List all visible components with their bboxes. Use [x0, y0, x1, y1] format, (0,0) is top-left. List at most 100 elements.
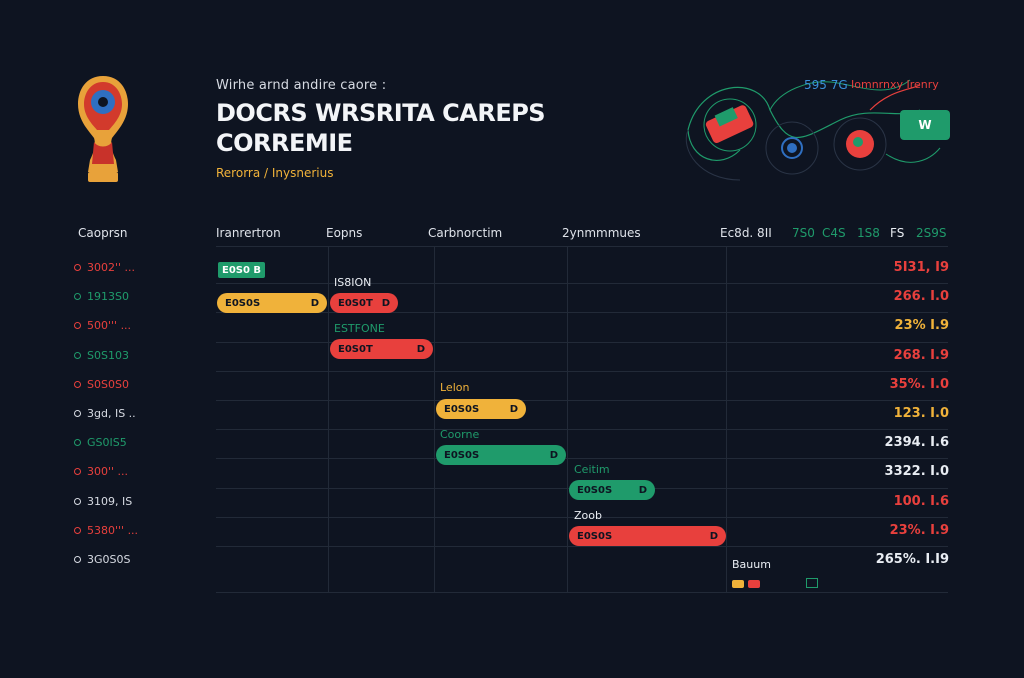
grid-line — [216, 371, 948, 372]
row-value: 3322. I.0 — [884, 464, 949, 479]
status-dot-icon — [74, 381, 81, 388]
gantt-label: Ceitim — [574, 463, 610, 476]
grid-line — [216, 546, 948, 547]
right-header-6: 2S9S — [916, 226, 947, 240]
status-dot-icon — [74, 293, 81, 300]
top-badge[interactable]: W — [900, 110, 950, 140]
row-value: 35%. I.0 — [889, 377, 949, 392]
row-label-text: 500''' ... — [87, 319, 132, 332]
right-header-3: C4S — [822, 226, 846, 240]
gantt-bar-end: D — [709, 530, 718, 542]
grid-line — [216, 246, 948, 247]
gantt-bar-label: E0S0T — [338, 343, 373, 355]
gantt-bar[interactable]: E0S0S D — [436, 399, 526, 419]
status-dot-icon — [74, 264, 81, 271]
status-dot-icon — [74, 322, 81, 329]
trophy-logo-icon — [78, 76, 128, 182]
legend-swatch — [732, 580, 744, 588]
row-label-text: 1913S0 — [87, 290, 129, 303]
page-title: DOCRS WRSRITA CAREPS CORREMIE — [216, 98, 546, 158]
row-label-text: 3109, IS — [87, 495, 133, 508]
row-label[interactable]: 3002'' ... — [74, 261, 135, 274]
gantt-bar-label: E0S0T — [338, 297, 373, 309]
row-value: 268. I.9 — [893, 348, 949, 363]
grid-line — [216, 592, 948, 593]
row-label-text: S0S0S0 — [87, 378, 129, 391]
row-label[interactable]: GS0IS5 — [74, 436, 127, 449]
row-label[interactable]: S0S0S0 — [74, 378, 129, 391]
status-dot-icon — [74, 468, 81, 475]
grid-column-divider — [328, 246, 329, 592]
network-decoration-icon — [685, 79, 941, 181]
right-header-4: 1S8 — [857, 226, 880, 240]
row-label-text: 3002'' ... — [87, 261, 136, 274]
top-warning: Iomnrnxy Irenry — [851, 78, 939, 91]
gantt-bar[interactable]: E0S0T D — [330, 293, 398, 313]
gantt-label: Zoob — [574, 509, 602, 522]
gantt-bar[interactable]: E0S0T D — [330, 339, 433, 359]
gantt-bar[interactable]: E0S0S D — [217, 293, 327, 313]
title-line-1: DOCRS WRSRITA CAREPS — [216, 99, 546, 127]
status-dot-icon — [74, 556, 81, 563]
gantt-label: Coorne — [440, 428, 480, 441]
gantt-bar-label: E0S0S — [577, 530, 613, 542]
row-value: 23% I.9 — [894, 318, 949, 333]
gantt-bar-end: D — [381, 297, 390, 309]
grid-column-divider — [567, 246, 568, 592]
gantt-label: Bauum — [732, 558, 771, 571]
gantt-bar-end: D — [416, 343, 425, 355]
row-header: Caoprsn — [78, 226, 128, 240]
grid-line — [216, 342, 948, 343]
page-caption: Rerorra / Inysnerius — [216, 166, 334, 180]
gantt-bar-end: D — [509, 403, 518, 415]
column-header-4[interactable]: 2ynmmmues — [562, 226, 641, 240]
row-label-text: S0S103 — [87, 349, 129, 362]
gantt-bar-end: D — [549, 449, 558, 461]
gantt-chip[interactable]: E0S0 B — [218, 262, 266, 278]
row-value: 265%. I.I9 — [875, 552, 949, 567]
gantt-bar-end: D — [638, 484, 647, 496]
gantt-label: IS8ION — [334, 276, 372, 289]
title-line-2: CORREMIE — [216, 129, 353, 157]
grid-line — [216, 283, 948, 284]
row-label-text: 3G0S0S — [87, 553, 131, 566]
row-label[interactable]: S0S103 — [74, 349, 129, 362]
row-label-text: 3gd, IS .. — [87, 407, 136, 420]
column-header-3[interactable]: Carbnorctim — [428, 226, 503, 240]
row-label[interactable]: 3gd, IS .. — [74, 407, 136, 420]
row-label-text: GS0IS5 — [87, 436, 127, 449]
status-dot-icon — [74, 439, 81, 446]
row-label-text: 5380''' ... — [87, 524, 139, 537]
column-header-1[interactable]: Iranrertron — [216, 226, 281, 240]
gantt-bar[interactable]: E0S0S D — [569, 480, 655, 500]
row-label[interactable]: 1913S0 — [74, 290, 129, 303]
column-header-2[interactable]: Eopns — [326, 226, 363, 240]
grid-line — [216, 400, 948, 401]
gantt-bar-label: E0S0S — [225, 297, 261, 309]
legend-swatch — [748, 580, 760, 588]
right-header-2: 7S0 — [792, 226, 815, 240]
gantt-bar[interactable]: E0S0S D — [436, 445, 566, 465]
checkbox-icon[interactable] — [806, 578, 818, 588]
grid-line — [216, 517, 948, 518]
row-value: 266. I.0 — [893, 289, 949, 304]
row-label[interactable]: 500''' ... — [74, 319, 131, 332]
gantt-bar-label: E0S0S — [577, 484, 613, 496]
row-label[interactable]: 3109, IS — [74, 495, 132, 508]
row-label[interactable]: 5380''' ... — [74, 524, 138, 537]
gantt-label: ESTFONE — [334, 322, 385, 335]
grid-column-divider — [434, 246, 435, 592]
status-dot-icon — [74, 410, 81, 417]
gantt-bar-label: E0S0S — [444, 403, 480, 415]
row-value: 2394. I.6 — [884, 435, 949, 450]
row-label[interactable]: 300'' ... — [74, 465, 128, 478]
row-label-text: 300'' ... — [87, 465, 129, 478]
gantt-bar[interactable]: E0S0S D — [569, 526, 726, 546]
row-value: 100. I.6 — [893, 494, 949, 509]
right-header-1: Ec8d. 8II — [720, 226, 772, 240]
page-subtitle: Wirhe arnd andire caore : — [216, 78, 387, 93]
status-dot-icon — [74, 498, 81, 505]
status-dot-icon — [74, 352, 81, 359]
row-label[interactable]: 3G0S0S — [74, 553, 130, 566]
gantt-bar-label: E0S0S — [444, 449, 480, 461]
